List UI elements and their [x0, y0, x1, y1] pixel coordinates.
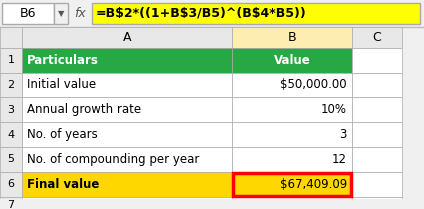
Bar: [22, 73, 232, 97]
Bar: [2, 3, 54, 24]
Bar: [232, 27, 352, 48]
Bar: [232, 48, 352, 73]
Bar: [0, 0, 424, 27]
Bar: [233, 173, 351, 196]
Text: $67,409.09: $67,409.09: [280, 178, 347, 191]
Bar: [54, 3, 68, 24]
Text: No. of years: No. of years: [27, 128, 98, 141]
Text: Initial value: Initial value: [27, 78, 96, 91]
Text: $50,000.00: $50,000.00: [280, 78, 347, 91]
Text: 2: 2: [8, 80, 14, 90]
Bar: [92, 3, 420, 24]
Bar: [352, 147, 402, 172]
Text: ▼: ▼: [58, 9, 64, 18]
Bar: [352, 122, 402, 147]
Text: 3: 3: [340, 128, 347, 141]
Text: No. of compounding per year: No. of compounding per year: [27, 153, 199, 166]
Bar: [352, 196, 402, 209]
Text: B6: B6: [20, 7, 36, 20]
Bar: [352, 97, 402, 122]
Bar: [352, 27, 402, 48]
Bar: [232, 97, 352, 122]
Bar: [352, 172, 402, 196]
Bar: [352, 48, 402, 73]
Text: 10%: 10%: [321, 103, 347, 116]
Bar: [0, 196, 22, 209]
Text: C: C: [373, 31, 381, 44]
Bar: [0, 147, 22, 172]
Text: 7: 7: [8, 200, 14, 209]
Bar: [0, 27, 22, 48]
Bar: [232, 196, 352, 209]
Text: 5: 5: [8, 154, 14, 164]
Text: 12: 12: [332, 153, 347, 166]
Bar: [232, 172, 352, 196]
Text: =B$2*((1+B$3/B5)^(B$4*B5)): =B$2*((1+B$3/B5)^(B$4*B5)): [96, 7, 307, 20]
Bar: [232, 122, 352, 147]
Bar: [22, 48, 232, 73]
Text: fx: fx: [74, 7, 86, 20]
Bar: [22, 196, 232, 209]
Bar: [0, 48, 22, 73]
Text: Value: Value: [273, 54, 310, 67]
Bar: [232, 147, 352, 172]
Text: Particulars: Particulars: [27, 54, 99, 67]
Bar: [0, 122, 22, 147]
Bar: [232, 73, 352, 97]
Text: 4: 4: [8, 130, 14, 140]
Bar: [0, 97, 22, 122]
Text: 1: 1: [8, 55, 14, 65]
Text: A: A: [123, 31, 131, 44]
Text: Final value: Final value: [27, 178, 99, 191]
Text: B: B: [288, 31, 296, 44]
Text: 6: 6: [8, 179, 14, 189]
Bar: [352, 73, 402, 97]
Text: Annual growth rate: Annual growth rate: [27, 103, 141, 116]
Bar: [22, 122, 232, 147]
Bar: [0, 73, 22, 97]
Bar: [0, 172, 22, 196]
Bar: [22, 172, 232, 196]
Bar: [22, 97, 232, 122]
Text: 3: 3: [8, 105, 14, 115]
Bar: [22, 147, 232, 172]
Bar: [22, 27, 232, 48]
